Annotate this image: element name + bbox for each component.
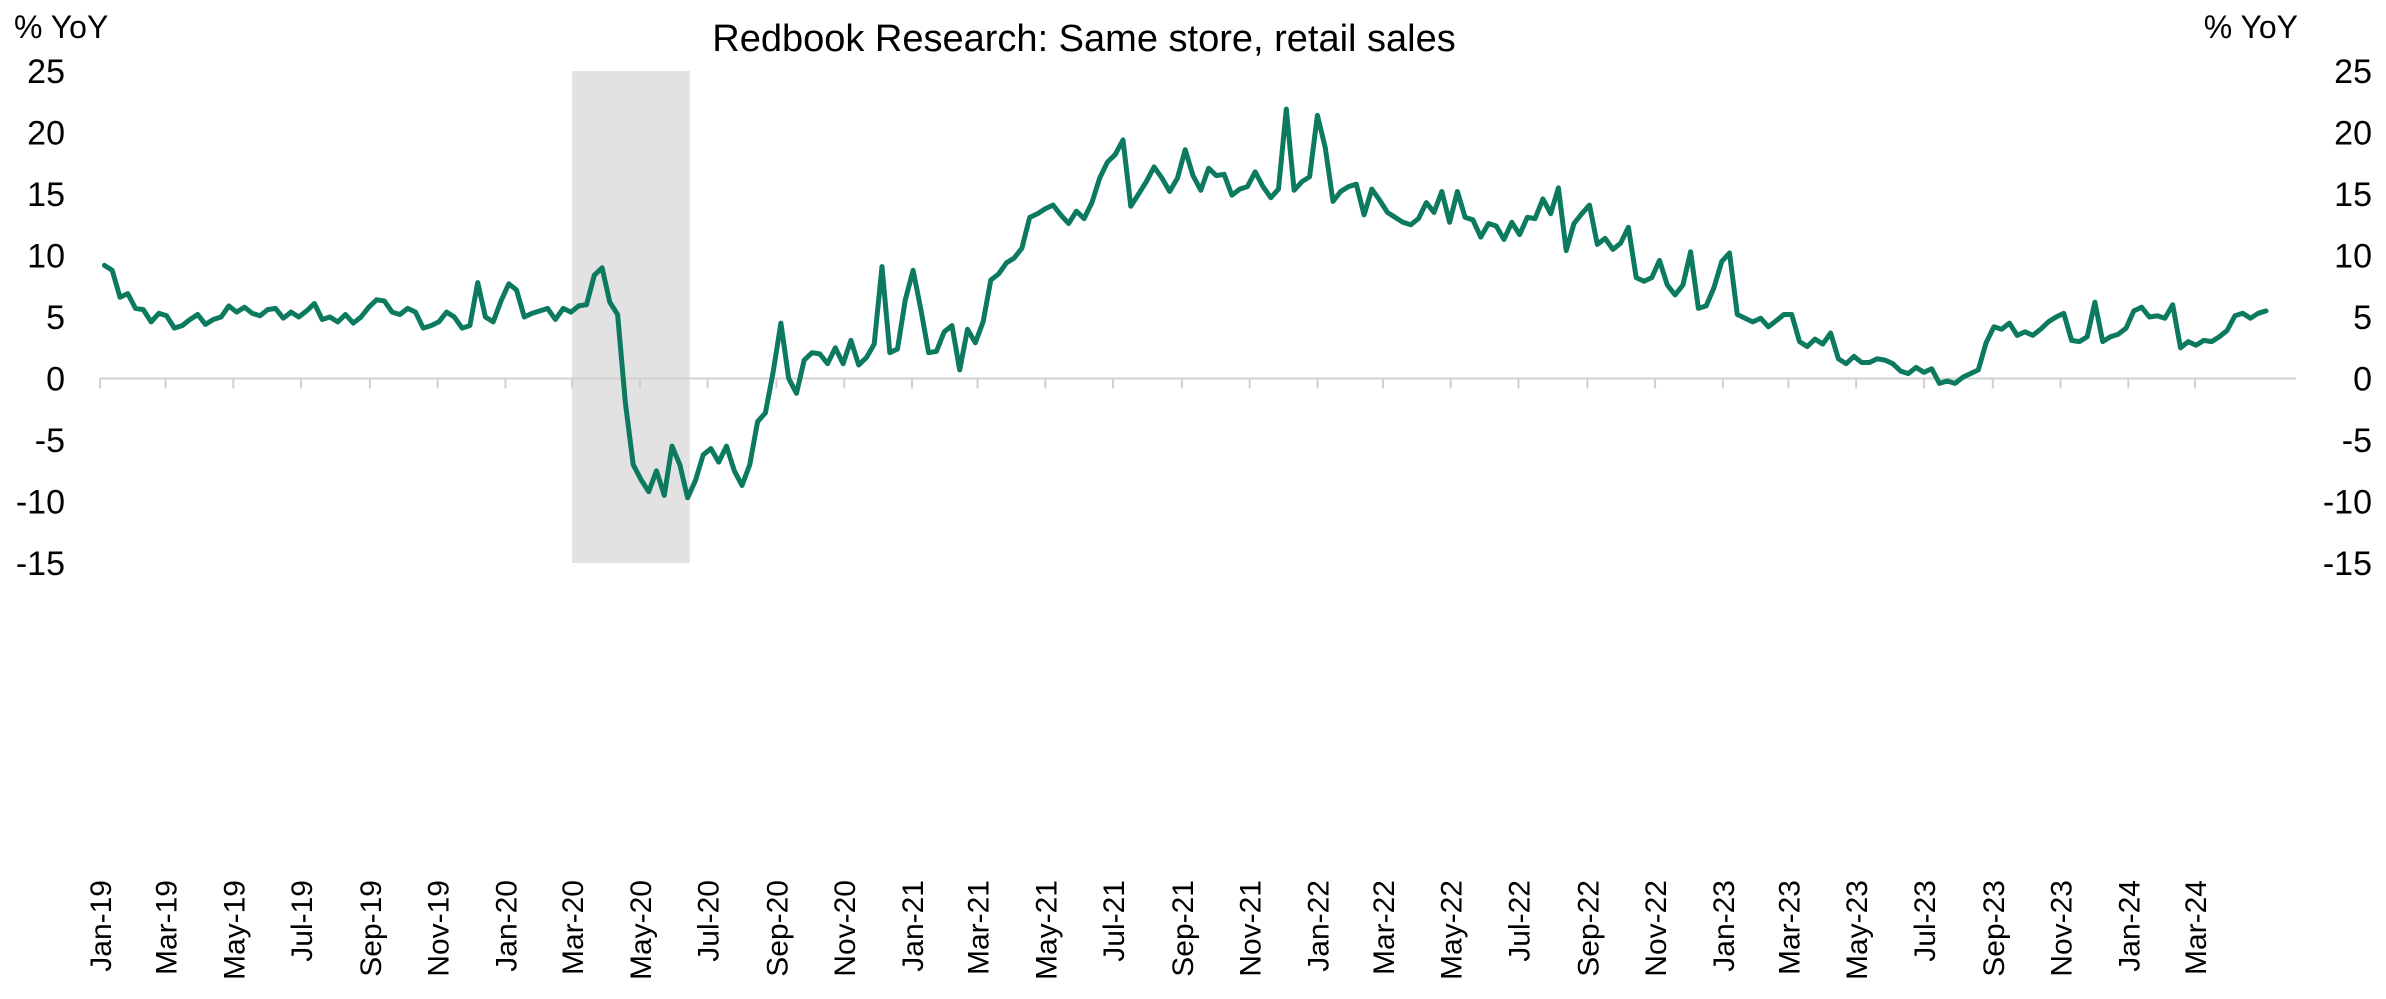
x-tick-label: Jul-23 [1909,880,1942,962]
x-tick-label: Mar-20 [557,880,590,975]
x-tick-label: Jul-20 [693,880,726,962]
x-tick-label: Nov-21 [1235,880,1268,977]
x-tick-label: Nov-20 [829,880,862,977]
y-tick-label-left: 15 [27,176,65,214]
y-tick-label-left: 5 [46,299,65,337]
x-tick-label: Mar-24 [2180,880,2213,975]
x-tick-label: Sep-20 [761,880,794,977]
axes: -15 -15 -10 -10 -5 -5 0 0 5 5 10 10 15 15 20 20 25 25 Jan-… [16,53,2372,980]
y-tick-label-left: 20 [27,115,65,153]
x-tick-label: Jan-22 [1302,880,1335,972]
x-tick-label: Jul-19 [286,880,319,962]
y-tick-label-right: 20 [2334,115,2372,153]
x-tick-label: Mar-22 [1368,880,1401,975]
y-tick-label-left: -5 [35,422,65,460]
x-tick-label: Nov-23 [2046,880,2079,977]
x-tick-label: May-19 [218,880,251,980]
y-tick-label-right: 10 [2334,238,2372,276]
series-line [101,106,2269,501]
x-tick-label: Mar-23 [1773,880,1806,975]
labels: Redbook Research: Same store, retail sal… [14,9,2298,60]
chart-title: Redbook Research: Same store, retail sal… [712,18,1455,60]
y-tick-label-left: -15 [16,545,65,583]
x-tick-label: May-23 [1841,880,1874,980]
y-tick-label-right: -10 [2323,484,2372,522]
y-tick-label-left: -10 [16,484,65,522]
y-tick-label-left: 0 [46,361,65,399]
y-tick-label-right: -15 [2323,545,2372,583]
shaded-period-layer [572,71,690,563]
x-tick-label: Sep-19 [355,880,388,977]
x-tick-label: Nov-19 [423,880,456,977]
x-tick-label: Jul-22 [1503,880,1536,962]
x-tick-label: Jan-20 [490,880,523,972]
y-tick-label-right: 25 [2334,53,2372,91]
x-tick-label: May-22 [1436,880,1469,980]
x-tick-label: Sep-22 [1572,880,1605,977]
left-axis-unit: % YoY [14,9,108,45]
shaded-period [572,71,690,563]
y-tick-label-right: -5 [2342,422,2372,460]
x-tick-label: Jan-21 [897,880,930,972]
x-tick-label: Sep-21 [1167,880,1200,977]
x-tick-label: Jul-21 [1098,880,1131,962]
x-tick-label: Jan-24 [2113,880,2146,972]
x-tick-label: Nov-22 [1640,880,1673,977]
x-tick-label: Jan-23 [1708,880,1741,972]
y-tick-label-left: 10 [27,238,65,276]
x-tick-label: Sep-23 [1978,880,2011,977]
x-tick-label: Mar-19 [151,880,184,975]
x-tick-label: May-21 [1030,880,1063,980]
y-tick-label-right: 0 [2353,361,2372,399]
x-tick-label: May-20 [625,880,658,980]
y-tick-label-right: 5 [2353,299,2372,337]
y-tick-label-left: 25 [27,53,65,91]
right-axis-unit: % YoY [2204,9,2298,45]
y-tick-label-right: 15 [2334,176,2372,214]
x-tick-label: Mar-21 [963,880,996,975]
x-tick-label: Jan-19 [85,880,118,972]
series-layer [101,106,2269,501]
